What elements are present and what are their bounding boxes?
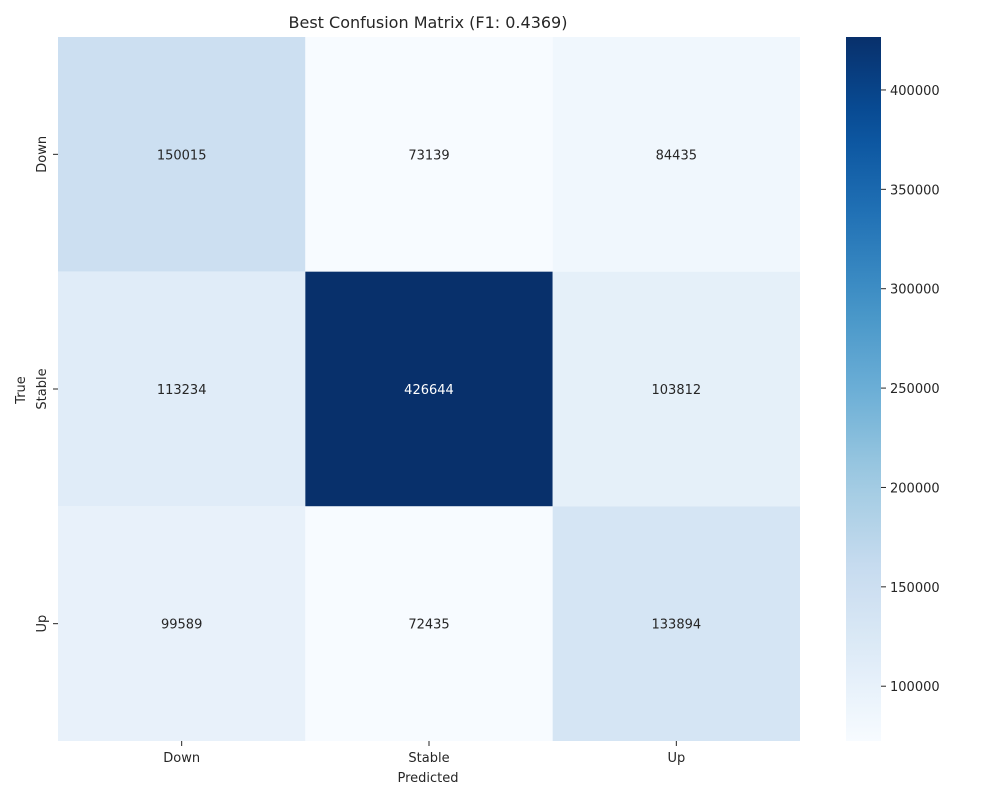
y-axis-label: True	[14, 376, 29, 405]
heatmap-cell	[552, 271, 800, 507]
cell-value-label: 99589	[161, 618, 202, 633]
heatmap-cell	[552, 506, 800, 741]
colorbar-tick-label: 300000	[890, 283, 940, 298]
heatmap-cell	[58, 37, 306, 272]
colorbar-tick-label: 400000	[890, 84, 940, 99]
heatmap-cell	[305, 37, 553, 272]
colorbar-tick-label: 100000	[890, 680, 940, 695]
colorbar	[846, 37, 881, 741]
cell-value-label: 426644	[404, 383, 454, 398]
x-tick-label: Up	[667, 751, 685, 766]
heatmap-cell	[552, 37, 800, 272]
heatmap-cell	[58, 506, 306, 741]
heatmap-cell	[305, 271, 553, 507]
x-axis-label: Predicted	[397, 771, 458, 786]
cell-value-label: 73139	[408, 148, 449, 163]
cell-value-label: 113234	[157, 383, 207, 398]
colorbar-tick-label: 200000	[890, 481, 940, 496]
cell-value-label: 84435	[656, 148, 697, 163]
x-tick-label: Down	[163, 751, 200, 766]
colorbar-ticks: 100000 150000 200000 250000 300000 350000 4000…	[881, 84, 940, 695]
heatmap-cell	[305, 506, 553, 741]
x-axis: Down Stable Up	[163, 741, 685, 766]
heatmap-cells	[58, 37, 800, 741]
cell-value-label: 103812	[652, 383, 702, 398]
colorbar-tick-label: 150000	[890, 581, 940, 596]
chart-title: Best Confusion Matrix (F1: 0.4369)	[289, 13, 568, 32]
heatmap-cell-labels: 150015 73139 84435 113234 426644 103812 99589 7…	[157, 148, 701, 632]
cell-value-label: 150015	[157, 148, 207, 163]
y-tick-label: Stable	[35, 368, 50, 409]
colorbar-tick-label: 350000	[890, 183, 940, 198]
colorbar-tick-label: 250000	[890, 382, 940, 397]
x-tick-label: Stable	[408, 751, 449, 766]
heatmap-cell	[58, 271, 306, 507]
y-axis: Down Stable Up	[35, 136, 58, 633]
y-tick-label: Up	[35, 615, 50, 633]
y-tick-label: Down	[35, 136, 50, 173]
cell-value-label: 133894	[652, 618, 702, 633]
cell-value-label: 72435	[408, 618, 449, 633]
